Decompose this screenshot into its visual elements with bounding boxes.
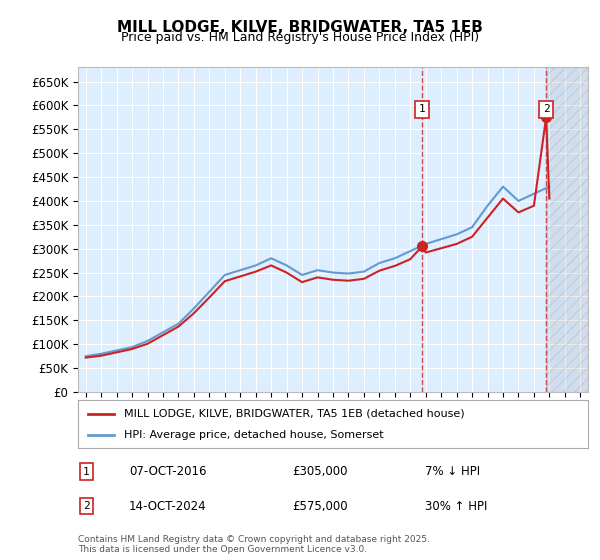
Bar <box>546 67 588 392</box>
Text: MILL LODGE, KILVE, BRIDGWATER, TA5 1EB: MILL LODGE, KILVE, BRIDGWATER, TA5 1EB <box>117 20 483 35</box>
Text: 1: 1 <box>83 467 90 477</box>
Text: 14-OCT-2024: 14-OCT-2024 <box>129 500 206 512</box>
Text: Contains HM Land Registry data © Crown copyright and database right 2025.
This d: Contains HM Land Registry data © Crown c… <box>78 535 430 554</box>
Text: 7% ↓ HPI: 7% ↓ HPI <box>425 465 480 478</box>
Text: 07-OCT-2016: 07-OCT-2016 <box>129 465 206 478</box>
Text: 2: 2 <box>543 104 550 114</box>
Text: MILL LODGE, KILVE, BRIDGWATER, TA5 1EB (detached house): MILL LODGE, KILVE, BRIDGWATER, TA5 1EB (… <box>124 409 464 419</box>
Text: HPI: Average price, detached house, Somerset: HPI: Average price, detached house, Some… <box>124 430 383 440</box>
Text: £305,000: £305,000 <box>292 465 348 478</box>
Text: 2: 2 <box>83 501 90 511</box>
Text: Price paid vs. HM Land Registry's House Price Index (HPI): Price paid vs. HM Land Registry's House … <box>121 31 479 44</box>
Text: 30% ↑ HPI: 30% ↑ HPI <box>425 500 487 512</box>
Text: 1: 1 <box>419 104 425 114</box>
Text: £575,000: £575,000 <box>292 500 348 512</box>
